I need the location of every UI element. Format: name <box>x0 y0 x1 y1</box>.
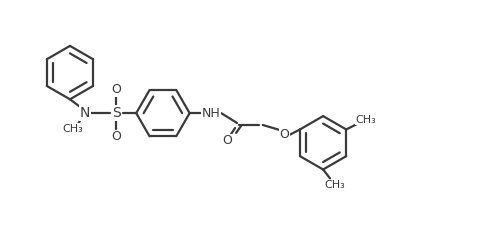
Text: S: S <box>112 106 121 120</box>
Text: O: O <box>111 130 122 143</box>
Text: O: O <box>280 128 289 141</box>
Text: CH₃: CH₃ <box>325 180 346 190</box>
Text: CH₃: CH₃ <box>62 124 83 134</box>
Text: CH₃: CH₃ <box>356 114 376 124</box>
Text: O: O <box>111 83 122 96</box>
Text: N: N <box>80 106 90 120</box>
Text: NH: NH <box>202 107 221 120</box>
Text: O: O <box>222 134 232 147</box>
